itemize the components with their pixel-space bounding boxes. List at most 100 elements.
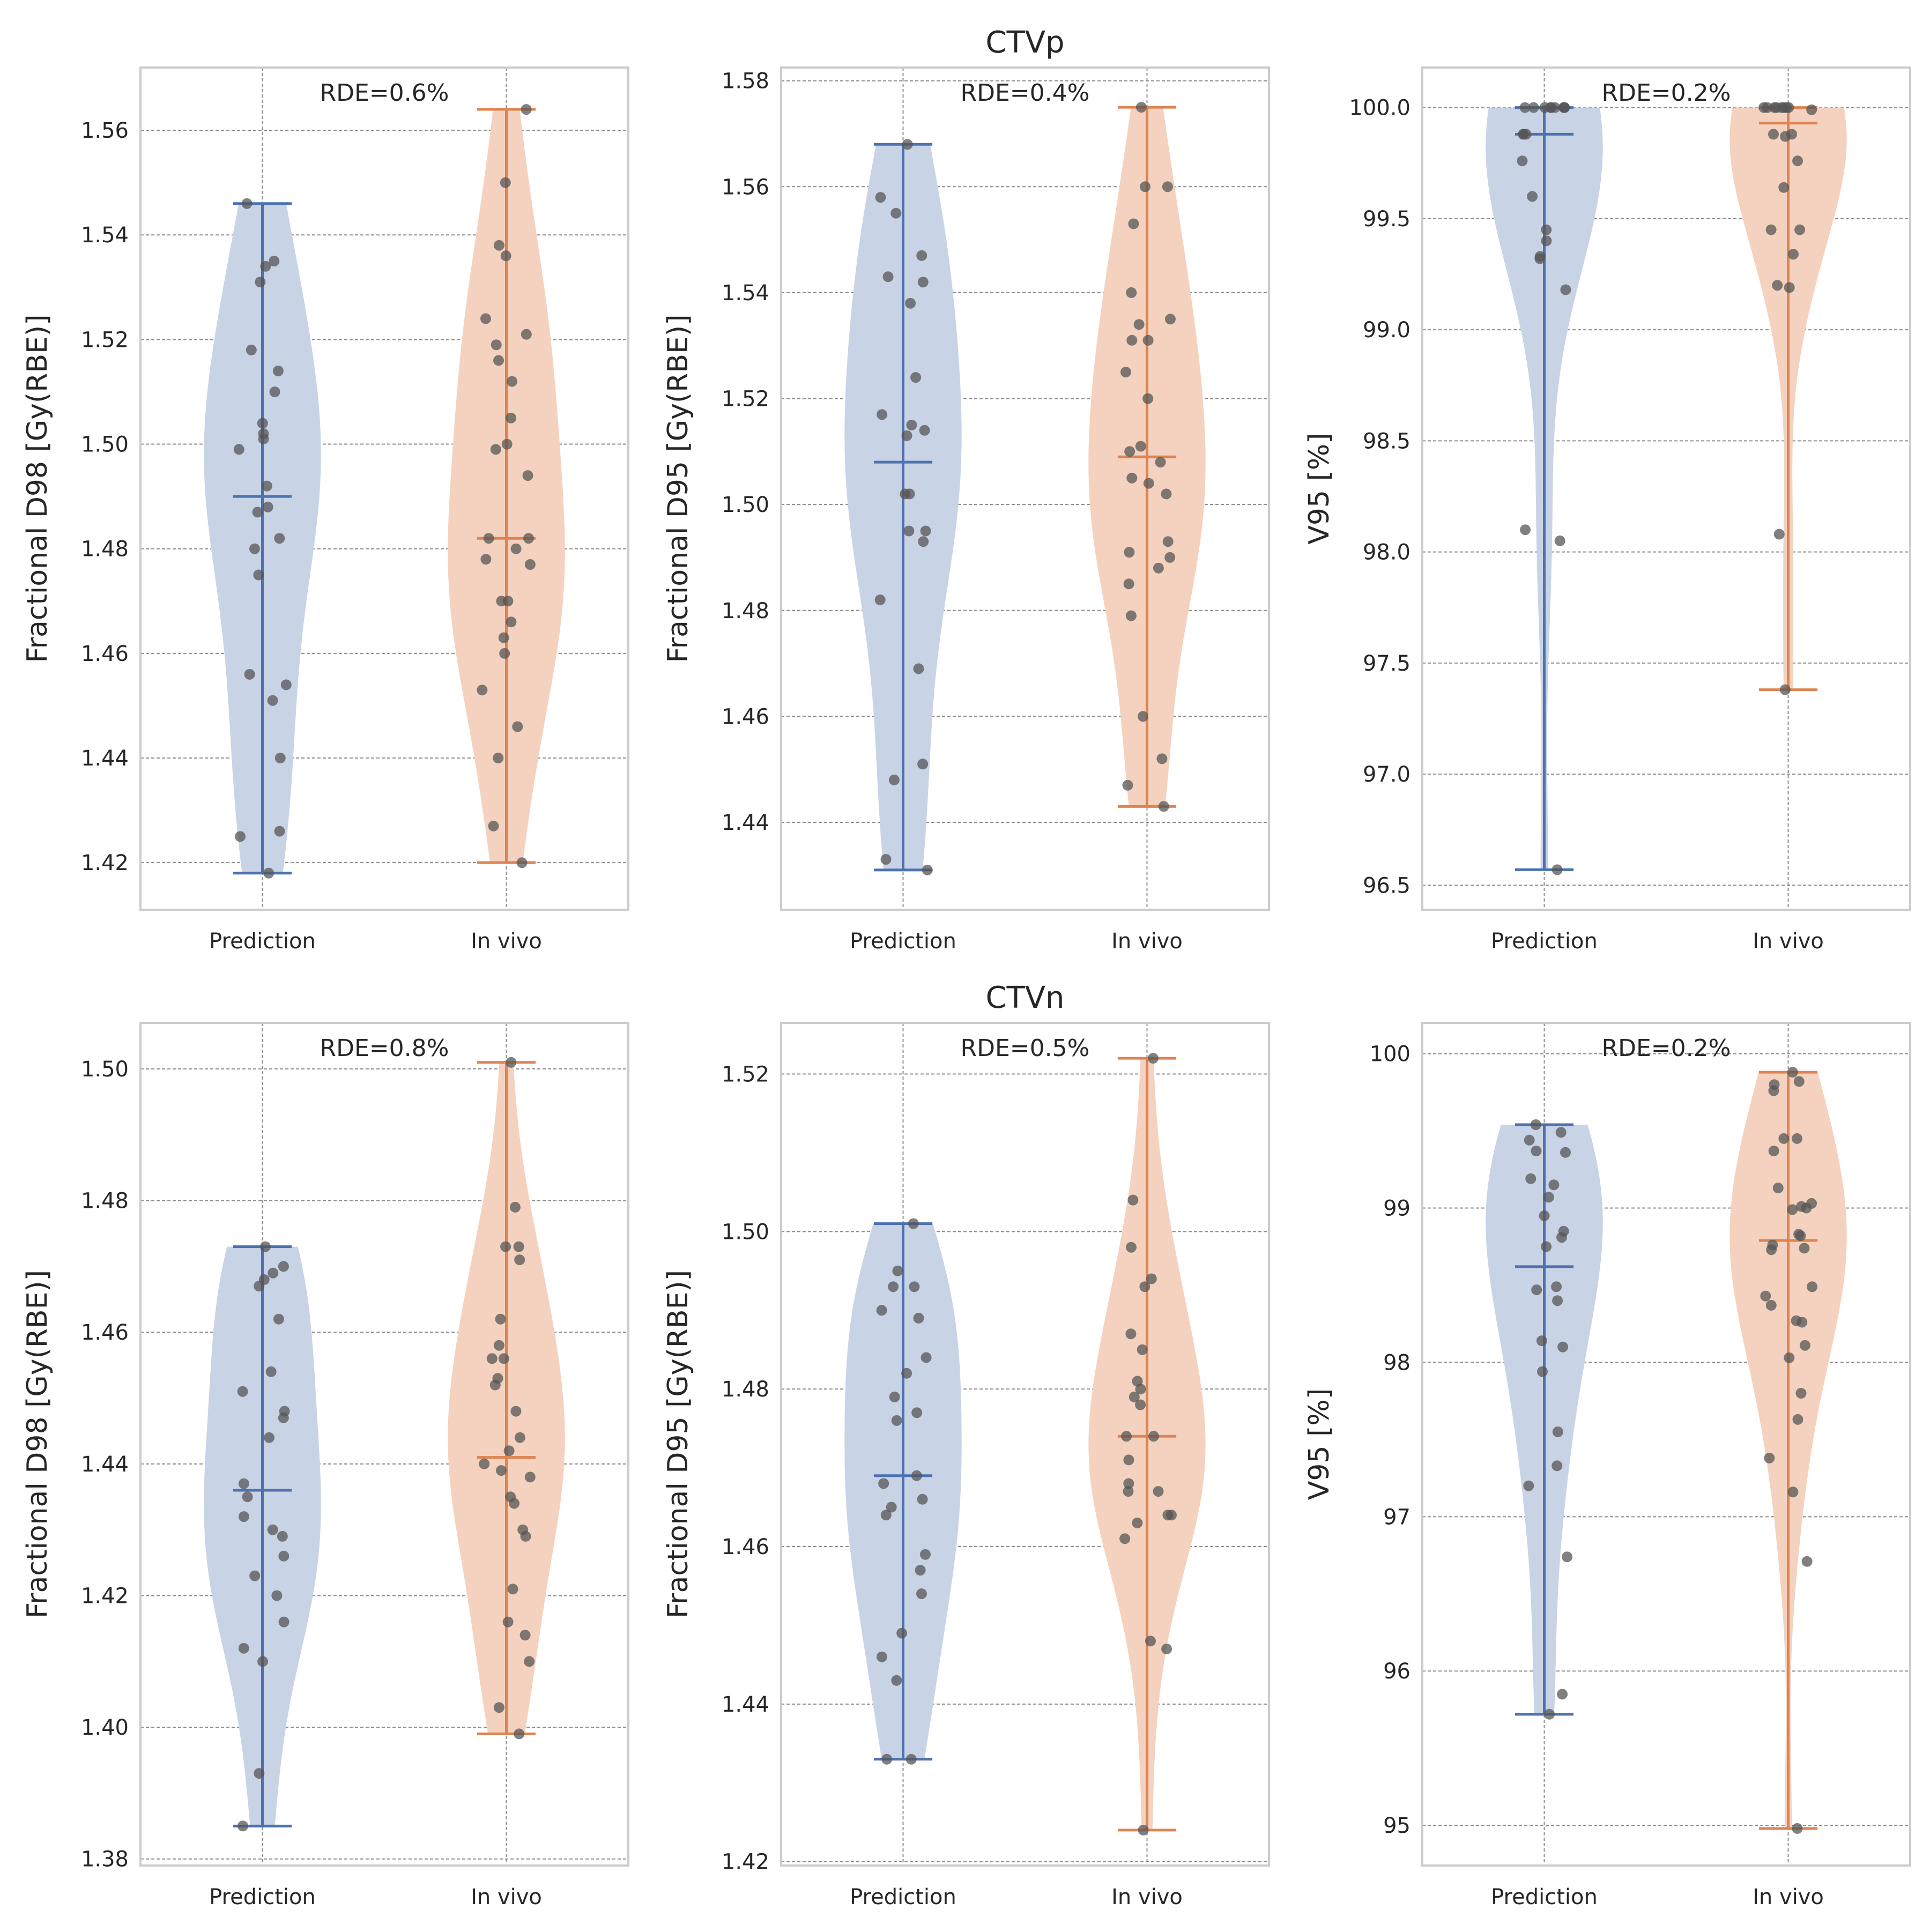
data-point-prediction bbox=[267, 695, 278, 706]
data-point-invivo bbox=[1129, 1391, 1140, 1402]
data-point-invivo bbox=[503, 1445, 515, 1457]
data-point-invivo bbox=[1765, 224, 1777, 235]
y-axis-label: Fractional D95 [Gy(RBE)] bbox=[662, 314, 694, 663]
data-point-invivo bbox=[506, 1057, 517, 1068]
data-point-invivo bbox=[1780, 131, 1791, 142]
data-point-prediction bbox=[272, 366, 284, 376]
y-tick-label: 96.5 bbox=[1363, 873, 1411, 898]
data-point-invivo bbox=[510, 543, 522, 554]
y-axis-label: Fractional D98 [Gy(RBE)] bbox=[21, 1270, 54, 1618]
data-point-invivo bbox=[1138, 1824, 1149, 1836]
data-point-invivo bbox=[1787, 1487, 1799, 1498]
data-point-invivo bbox=[495, 1313, 506, 1325]
data-point-invivo bbox=[1142, 335, 1154, 346]
data-point-invivo bbox=[1121, 1431, 1132, 1442]
x-tick-label: In vivo bbox=[1111, 929, 1183, 954]
x-tick-label: Prediction bbox=[850, 1885, 956, 1909]
data-point-invivo bbox=[513, 1241, 524, 1252]
data-point-invivo bbox=[489, 1379, 501, 1391]
data-point-prediction bbox=[1520, 524, 1531, 536]
x-tick-label: Prediction bbox=[850, 929, 956, 954]
y-tick-label: 98 bbox=[1383, 1350, 1411, 1375]
y-tick-label: 1.46 bbox=[722, 1535, 769, 1559]
rde-annotation: RDE=0.5% bbox=[961, 1035, 1090, 1062]
data-point-invivo bbox=[1801, 1556, 1813, 1567]
data-point-invivo bbox=[509, 1498, 520, 1509]
data-point-prediction bbox=[886, 1502, 897, 1513]
data-point-prediction bbox=[262, 501, 273, 512]
data-point-invivo bbox=[498, 632, 509, 643]
data-point-prediction bbox=[882, 271, 894, 283]
data-point-prediction bbox=[909, 1281, 920, 1292]
data-point-invivo bbox=[1135, 1399, 1146, 1410]
data-point-prediction bbox=[919, 425, 930, 436]
data-point-invivo bbox=[1139, 1281, 1150, 1292]
y-tick-label: 97.0 bbox=[1363, 762, 1411, 787]
data-point-invivo bbox=[1792, 1133, 1802, 1144]
rde-annotation: RDE=0.2% bbox=[1602, 79, 1731, 107]
y-tick-label: 1.50 bbox=[722, 1220, 769, 1244]
data-point-invivo bbox=[1127, 1194, 1139, 1206]
data-point-invivo bbox=[510, 1406, 522, 1417]
y-tick-label: 1.46 bbox=[81, 642, 129, 666]
data-point-invivo bbox=[1123, 1478, 1134, 1489]
y-tick-label: 99 bbox=[1383, 1196, 1411, 1221]
data-point-prediction bbox=[1524, 1134, 1535, 1146]
data-point-invivo bbox=[1164, 552, 1176, 563]
data-point-invivo bbox=[1799, 1243, 1810, 1254]
data-point-prediction bbox=[913, 1312, 924, 1324]
data-point-prediction bbox=[892, 1265, 903, 1276]
data-point-invivo bbox=[521, 104, 532, 115]
data-point-invivo bbox=[1801, 1202, 1812, 1214]
data-point-prediction bbox=[278, 1412, 289, 1423]
data-point-invivo bbox=[1792, 1414, 1803, 1425]
data-point-invivo bbox=[521, 329, 532, 340]
data-point-prediction bbox=[246, 344, 257, 355]
y-tick-label: 1.40 bbox=[81, 1715, 129, 1740]
data-point-prediction bbox=[271, 1590, 283, 1601]
data-point-invivo bbox=[496, 596, 507, 607]
data-point-prediction bbox=[921, 1352, 932, 1363]
data-point-prediction bbox=[241, 198, 253, 209]
data-point-prediction bbox=[1559, 102, 1570, 113]
data-point-prediction bbox=[263, 867, 274, 879]
data-point-prediction bbox=[880, 1510, 892, 1521]
data-point-invivo bbox=[1143, 478, 1154, 489]
data-point-invivo bbox=[524, 1472, 536, 1483]
data-point-prediction bbox=[916, 250, 927, 261]
data-point-invivo bbox=[1146, 1273, 1157, 1284]
data-point-prediction bbox=[244, 668, 255, 680]
data-point-prediction bbox=[1552, 864, 1563, 875]
data-point-invivo bbox=[477, 685, 488, 696]
y-tick-label: 1.42 bbox=[81, 1584, 129, 1608]
data-point-invivo bbox=[1776, 102, 1787, 113]
data-point-prediction bbox=[258, 428, 269, 439]
data-point-invivo bbox=[1123, 1454, 1134, 1466]
data-point-prediction bbox=[877, 409, 888, 420]
data-point-prediction bbox=[1541, 235, 1552, 247]
data-point-prediction bbox=[1531, 1284, 1542, 1296]
data-point-invivo bbox=[1156, 753, 1168, 764]
data-point-prediction bbox=[1552, 1295, 1563, 1306]
y-tick-label: 1.58 bbox=[722, 69, 769, 94]
data-point-invivo bbox=[1123, 1486, 1134, 1497]
y-tick-label: 96 bbox=[1383, 1659, 1411, 1684]
y-tick-label: 99.5 bbox=[1363, 207, 1411, 232]
data-point-prediction bbox=[249, 543, 260, 554]
data-point-prediction bbox=[918, 536, 929, 547]
y-tick-label: 1.54 bbox=[81, 223, 129, 248]
data-point-prediction bbox=[237, 1386, 248, 1397]
data-point-invivo bbox=[1162, 181, 1173, 192]
data-point-invivo bbox=[1148, 1053, 1159, 1064]
chart-panel-3: 96.5 97.0 97.5 98.0 98.5 99.0 99.5 100.0 Predict… bbox=[1303, 66, 1911, 954]
data-point-prediction bbox=[1519, 102, 1531, 113]
data-point-invivo bbox=[1793, 1076, 1805, 1087]
y-tick-label: 100 bbox=[1370, 1042, 1411, 1067]
y-tick-label: 95 bbox=[1383, 1814, 1411, 1838]
data-point-prediction bbox=[278, 1550, 290, 1562]
data-point-invivo bbox=[493, 753, 504, 763]
y-tick-label: 98.0 bbox=[1363, 540, 1411, 565]
data-point-invivo bbox=[524, 1656, 535, 1667]
data-point-prediction bbox=[273, 1313, 284, 1325]
data-point-invivo bbox=[1161, 488, 1172, 500]
